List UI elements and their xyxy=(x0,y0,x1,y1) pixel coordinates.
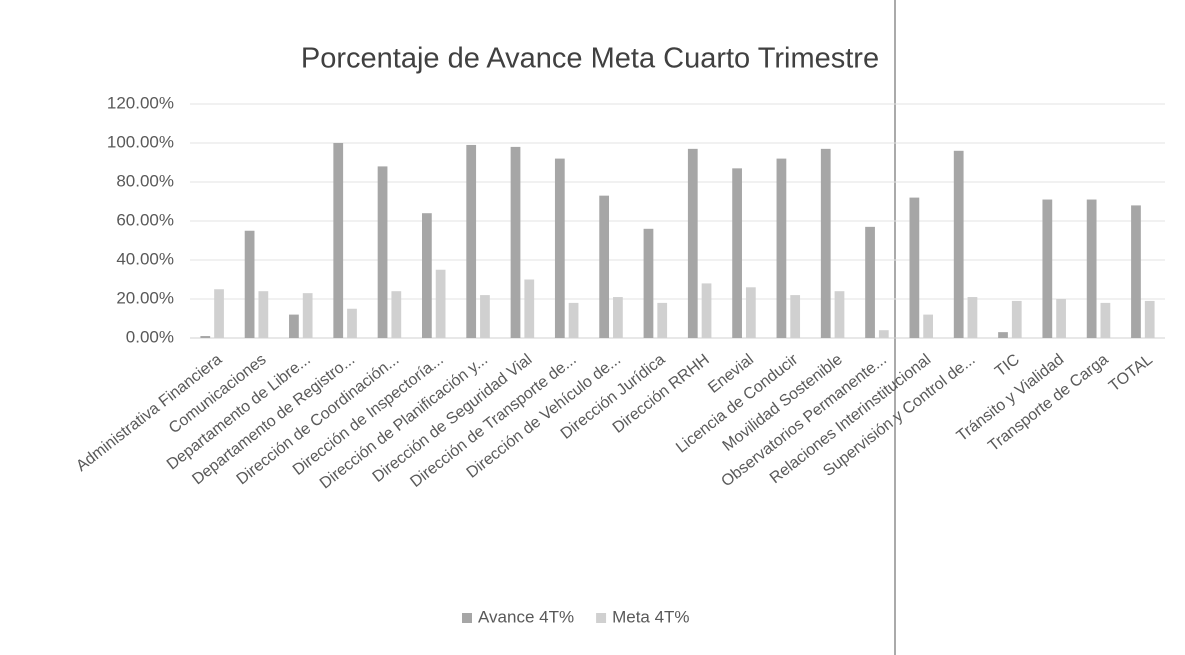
y-tick-label: 40.00% xyxy=(116,249,174,268)
bar xyxy=(701,283,712,338)
bar xyxy=(657,302,668,338)
bar xyxy=(834,291,845,338)
bar xyxy=(568,302,579,338)
bar xyxy=(524,279,535,338)
bar xyxy=(1042,199,1053,338)
chart-title: Porcentaje de Avance Meta Cuarto Trimest… xyxy=(301,43,879,75)
legend-swatch xyxy=(596,613,607,623)
bar xyxy=(1011,300,1022,338)
bar xyxy=(998,332,1008,338)
bar xyxy=(466,144,477,338)
y-tick-label: 80.00% xyxy=(116,171,174,190)
bar xyxy=(923,314,933,338)
bar xyxy=(347,308,357,338)
legend-label: Meta 4T% xyxy=(612,607,689,626)
bar xyxy=(732,168,742,338)
bar xyxy=(1144,300,1155,338)
bar xyxy=(790,295,801,338)
legend-swatch xyxy=(462,613,472,623)
bar xyxy=(480,295,490,338)
bar xyxy=(1056,299,1066,338)
y-tick-label: 20.00% xyxy=(116,288,174,307)
bar xyxy=(244,230,255,338)
bar xyxy=(820,148,831,338)
bar xyxy=(289,314,299,338)
bar xyxy=(200,336,211,338)
bar xyxy=(510,146,521,338)
bar xyxy=(258,291,269,338)
bar xyxy=(1100,302,1111,338)
bar xyxy=(865,226,875,338)
bar xyxy=(302,293,313,338)
bar xyxy=(776,158,787,338)
bar xyxy=(333,143,344,338)
y-tick-label: 120.00% xyxy=(107,93,174,112)
bar xyxy=(745,287,756,338)
bar xyxy=(967,297,978,338)
legend-label: Avance 4T% xyxy=(478,607,574,626)
bar xyxy=(1131,205,1141,338)
bar xyxy=(909,197,920,338)
bar xyxy=(214,289,224,338)
y-tick-label: 60.00% xyxy=(116,210,174,229)
bar xyxy=(391,291,402,338)
bar xyxy=(377,166,388,338)
bar xyxy=(643,228,654,338)
bar xyxy=(422,213,432,338)
bar xyxy=(1086,199,1097,338)
y-tick-label: 0.00% xyxy=(126,327,174,346)
bar xyxy=(878,330,889,338)
bar xyxy=(953,150,964,338)
bar xyxy=(554,158,565,338)
bar xyxy=(599,195,610,338)
bar xyxy=(435,269,446,338)
bar xyxy=(613,297,623,338)
bar xyxy=(687,148,698,338)
y-tick-label: 100.00% xyxy=(107,132,174,151)
